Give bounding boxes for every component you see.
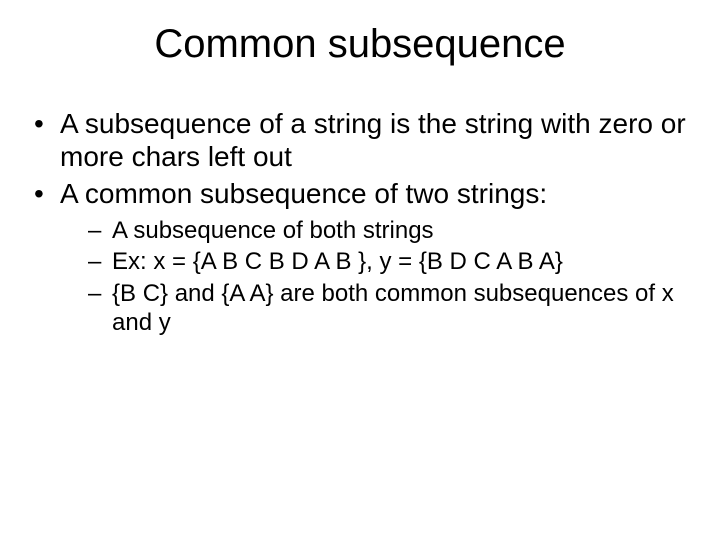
bullet-text: {B C} and {A A} are both common subseque…	[112, 280, 674, 336]
list-item: A common subsequence of two strings: A s…	[30, 177, 690, 337]
list-item: Ex: x = {A B C B D A B }, y = {B D C A B…	[88, 247, 690, 276]
bullet-list-level1: A subsequence of a string is the string …	[30, 107, 690, 337]
bullet-text: Ex: x = {A B C B D A B }, y = {B D C A B…	[112, 248, 563, 275]
bullet-text: A common subsequence of two strings:	[60, 178, 547, 209]
slide: Common subsequence A subsequence of a st…	[0, 0, 720, 540]
list-item: A subsequence of a string is the string …	[30, 107, 690, 173]
bullet-list-level2: A subsequence of both strings Ex: x = {A…	[60, 216, 690, 337]
bullet-text: A subsequence of a string is the string …	[60, 108, 686, 172]
list-item: {B C} and {A A} are both common subseque…	[88, 279, 690, 338]
slide-body: A subsequence of a string is the string …	[0, 77, 720, 337]
bullet-text: A subsequence of both strings	[112, 217, 434, 244]
slide-title: Common subsequence	[0, 0, 720, 77]
list-item: A subsequence of both strings	[88, 216, 690, 245]
